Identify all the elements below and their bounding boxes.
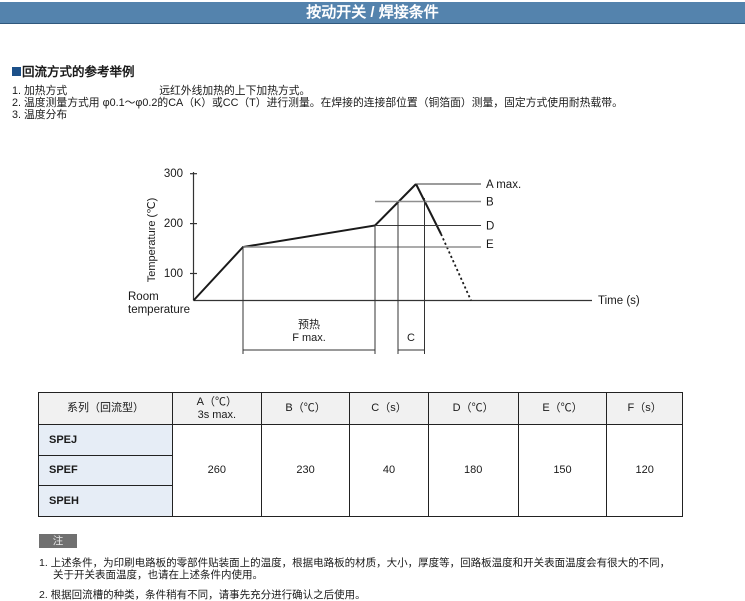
svg-text:Temperature (℃): Temperature (℃) (146, 198, 158, 283)
svg-text:Room: Room (128, 291, 159, 303)
svg-text:temperature: temperature (128, 304, 190, 316)
svg-text:D: D (486, 221, 494, 233)
svg-text:C: C (407, 332, 415, 344)
svg-text:Time (s): Time (s) (598, 295, 640, 307)
svg-text:E: E (486, 239, 494, 251)
svg-text:100: 100 (164, 268, 183, 280)
svg-text:300: 300 (164, 168, 183, 180)
svg-text:预热: 预热 (298, 318, 320, 331)
svg-text:F max.: F max. (292, 332, 326, 344)
svg-text:A max.: A max. (486, 179, 521, 191)
svg-text:200: 200 (164, 218, 183, 230)
svg-text:B: B (486, 197, 494, 209)
